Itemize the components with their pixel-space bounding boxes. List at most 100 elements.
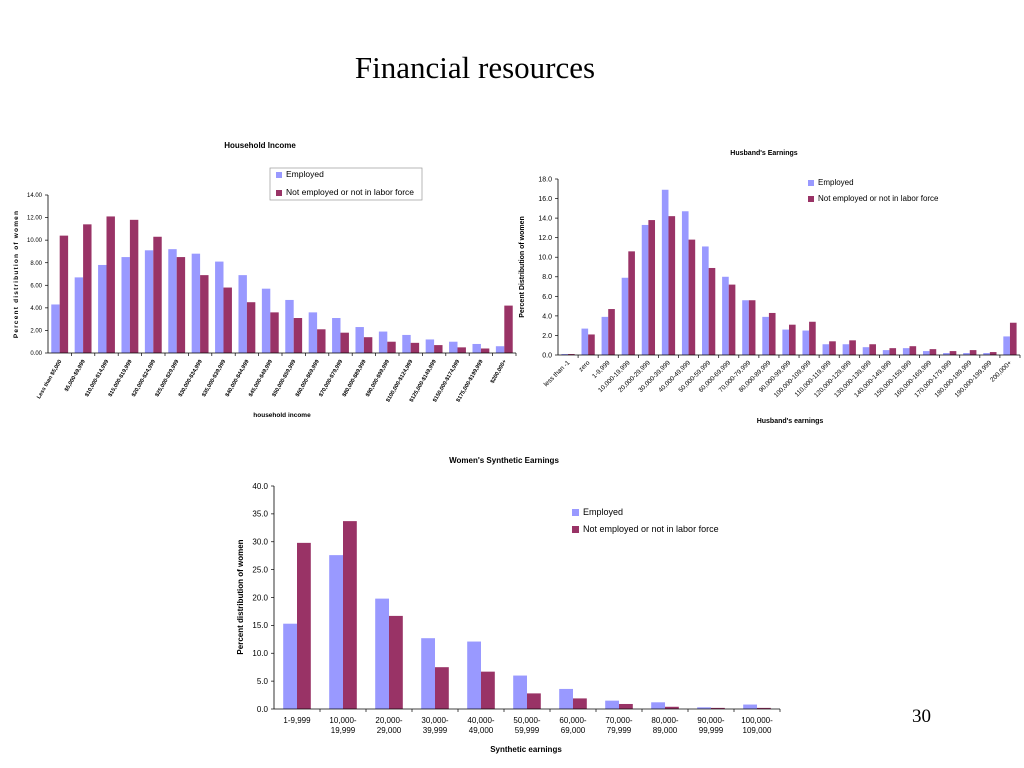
legend-swatch-not-employed	[276, 190, 282, 196]
bar-not-employed	[435, 667, 449, 709]
x-category-label: 80,000-89,000	[651, 716, 678, 735]
bar-not-employed	[909, 346, 917, 355]
x-category-label: 30,000-39,999	[421, 716, 448, 735]
bar-not-employed	[889, 348, 897, 355]
bar-employed	[283, 623, 297, 709]
bar-not-employed	[410, 342, 420, 353]
bar-not-employed	[223, 287, 232, 353]
y-tick-label: 15.0	[252, 621, 268, 630]
bar-employed	[375, 598, 389, 709]
bar-employed	[215, 261, 224, 353]
bar-not-employed	[869, 344, 876, 355]
bar-not-employed	[665, 706, 679, 709]
y-tick-label: 18.0	[538, 176, 552, 183]
bar-employed	[51, 304, 60, 353]
y-axis-title: Percent distribution of women	[236, 539, 245, 654]
bar-employed	[862, 347, 870, 355]
husbands-earnings-chart: Husband's Earnings 0.0 2.0 4.0 6.0 8.0 10.0 12.…	[519, 150, 1021, 425]
bar-employed	[882, 350, 890, 355]
y-tick-label: 12.0	[538, 235, 552, 242]
bar-not-employed	[363, 337, 373, 353]
bar-not-employed	[648, 220, 656, 355]
x-category-label: 20,000-29,000	[375, 716, 402, 735]
bar-not-employed	[153, 236, 162, 353]
bar-not-employed	[83, 224, 92, 353]
bar-employed	[285, 299, 294, 353]
x-category-label: $10,000-$14,999	[84, 359, 110, 398]
y-tick-label: 2.0	[542, 333, 552, 340]
bar-employed	[121, 257, 130, 353]
x-category-label: $40,000-$44,999	[225, 359, 251, 398]
bar-employed	[355, 327, 364, 353]
bar-not-employed	[929, 349, 937, 355]
bar-employed	[681, 211, 689, 355]
y-tick-label: 10.0	[538, 255, 552, 262]
bar-employed	[651, 702, 665, 709]
bar-employed	[332, 318, 341, 353]
y-tick-label: 8.0	[542, 274, 552, 281]
bar-not-employed	[757, 707, 771, 709]
bar-employed	[822, 344, 830, 355]
bar-not-employed	[527, 693, 541, 709]
bar-not-employed	[588, 334, 595, 355]
bar-employed	[661, 189, 669, 355]
x-category-label: $15,000-$19,999	[108, 359, 134, 398]
bar-not-employed	[711, 707, 725, 709]
x-category-label: Less than $5,000	[36, 359, 63, 400]
bar-not-employed	[849, 340, 856, 355]
bar-not-employed	[668, 216, 676, 355]
bar-employed	[191, 253, 201, 353]
y-tick-label: 12.00	[27, 216, 43, 222]
legend-label: Employed	[818, 178, 854, 187]
x-category-label: less than -1	[543, 359, 572, 388]
bar-employed	[742, 300, 749, 355]
bar-not-employed	[59, 235, 69, 353]
bar-not-employed	[106, 216, 115, 353]
bar-not-employed	[768, 312, 776, 355]
legend-label: Employed	[583, 507, 623, 517]
bar-employed	[329, 555, 343, 709]
bar-not-employed	[387, 341, 396, 353]
womens-synthetic-earnings-chart: Women's Synthetic Earnings 0.0 5.0 10.0 15.0…	[236, 456, 781, 754]
legend-box	[269, 167, 423, 201]
bar-not-employed	[457, 347, 466, 353]
bar-not-employed	[1009, 322, 1017, 355]
bar-not-employed	[389, 615, 403, 709]
bar-employed	[238, 275, 247, 353]
bar-not-employed	[748, 300, 756, 355]
y-axis-title: Percent distribution of women	[13, 210, 20, 338]
y-tick-label: 0.0	[257, 705, 269, 714]
x-category-label: $5,000-$9,999	[64, 359, 87, 393]
bar-not-employed	[628, 251, 635, 355]
bar-employed	[168, 249, 177, 353]
x-axis-title: household income	[253, 412, 311, 419]
bar-not-employed	[969, 350, 977, 355]
bar-employed	[782, 329, 789, 355]
bar-employed	[581, 328, 589, 355]
bar-not-employed	[504, 305, 513, 353]
bar-employed	[449, 341, 458, 353]
x-category-label: $200,000+	[490, 359, 508, 385]
bar-employed	[641, 224, 649, 355]
bar-not-employed	[809, 321, 816, 355]
y-tick-label: 14.00	[27, 193, 43, 199]
legend-swatch-employed	[276, 172, 282, 178]
bar-employed	[1003, 336, 1010, 355]
bar-employed	[621, 277, 629, 355]
x-category-label: 10,000-19,999	[329, 716, 356, 735]
bar-employed	[261, 288, 271, 353]
legend-label: Employed	[286, 169, 324, 179]
bar-not-employed	[949, 351, 957, 355]
y-tick-label: 4.0	[542, 313, 552, 320]
bar-not-employed	[317, 329, 326, 353]
bar-not-employed	[340, 332, 349, 353]
bar-not-employed	[708, 267, 716, 355]
y-tick-label: 5.0	[257, 677, 269, 686]
bar-not-employed	[481, 671, 495, 709]
bar-not-employed	[989, 352, 997, 355]
bar-employed	[472, 343, 481, 353]
bar-employed	[425, 339, 435, 353]
bar-employed	[762, 316, 769, 355]
bar-employed	[561, 354, 569, 355]
bar-not-employed	[270, 312, 279, 353]
